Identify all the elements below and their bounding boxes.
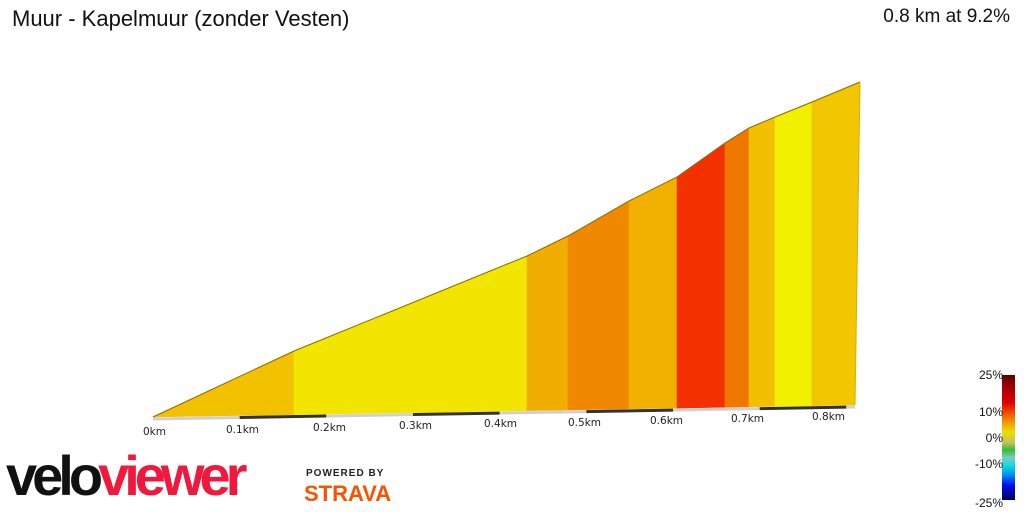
strava-logo[interactable]: STRAVA [304,481,392,506]
profile-segment [811,81,861,407]
profile-segment [567,200,630,411]
x-tick-label: 0.7km [731,413,765,425]
x-tick-label: 0.1km [226,424,260,436]
profile-segment [293,255,528,415]
x-tick-label: 0.4km [484,418,518,430]
logo-velo: velo [6,444,103,507]
distance-axis-band [239,414,327,420]
x-tick-label: 0.8km [812,411,846,423]
colorbar-label: -25% [974,496,1003,510]
profile-segment [526,235,569,411]
veloviewer-logo[interactable]: veloviewer [6,444,247,507]
profile-outline [152,81,861,418]
distance-axis-band [586,408,674,414]
profile-segment [676,142,726,409]
gradient-colorbar [1002,375,1015,500]
x-tick-label: 0.3km [399,420,433,432]
profile-segment [628,176,678,410]
powered-by-label: POWERED BY [306,468,385,479]
x-tick-label: 0.5km [568,417,602,429]
distance-axis-band [412,411,500,417]
x-tick-label: 0km [143,426,166,438]
distance-axis-band [672,407,760,412]
colorbar-label: -10% [974,457,1003,471]
logo-viewer: viewer [98,444,247,507]
distance-axis-band [326,413,414,418]
x-tick-label: 0.6km [650,415,684,427]
page-title: Muur - Kapelmuur (zonder Vesten) [12,6,350,31]
colorbar-label: 0% [985,431,1003,445]
segment-summary: 0.8 km at 9.2% [883,6,1010,27]
distance-axis-band [152,416,240,421]
colorbar-label: 25% [978,368,1003,382]
colorbar-label: 10% [978,405,1003,419]
x-tick-label: 0.2km [313,422,347,434]
distance-axis-band [499,410,587,415]
profile-segment [774,101,813,407]
profile-segment [748,116,776,408]
profile-segment [724,127,750,408]
distance-axis-band [759,405,847,411]
